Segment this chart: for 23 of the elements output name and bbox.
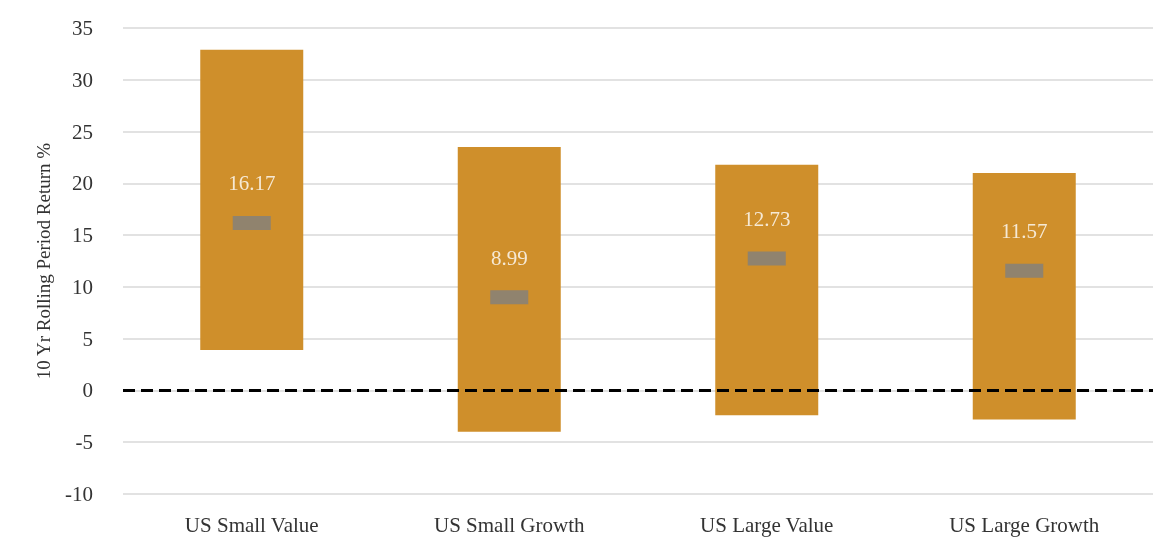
x-tick-label: US Small Growth — [433, 512, 585, 537]
x-tick-label: US Small Value — [184, 512, 319, 537]
data-label: 11.57 — [1001, 219, 1048, 244]
y-tick-label: 30 — [72, 67, 93, 92]
bar — [972, 172, 1076, 420]
y-axis-title: 10 Yr Rolling Period Return % — [33, 142, 54, 380]
bar — [715, 164, 819, 416]
data-label: 8.99 — [490, 245, 528, 270]
y-tick-label: 5 — [82, 326, 93, 351]
y-tick-label: -10 — [65, 482, 93, 506]
y-tick-label: 35 — [72, 16, 93, 40]
y-tick-label: 10 — [72, 274, 93, 299]
y-tick-label: 0 — [82, 378, 93, 403]
data-label: 12.73 — [743, 207, 791, 232]
y-tick-label: -5 — [75, 430, 93, 455]
data-label: 16.17 — [228, 171, 276, 196]
x-tick-label: US Large Growth — [949, 512, 1100, 537]
y-tick-label: 20 — [72, 171, 93, 196]
bar — [457, 147, 561, 432]
y-tick-label: 15 — [72, 223, 93, 248]
x-tick-label: US Large Value — [700, 512, 834, 537]
y-tick-label: 25 — [72, 119, 93, 144]
bar — [200, 49, 304, 351]
